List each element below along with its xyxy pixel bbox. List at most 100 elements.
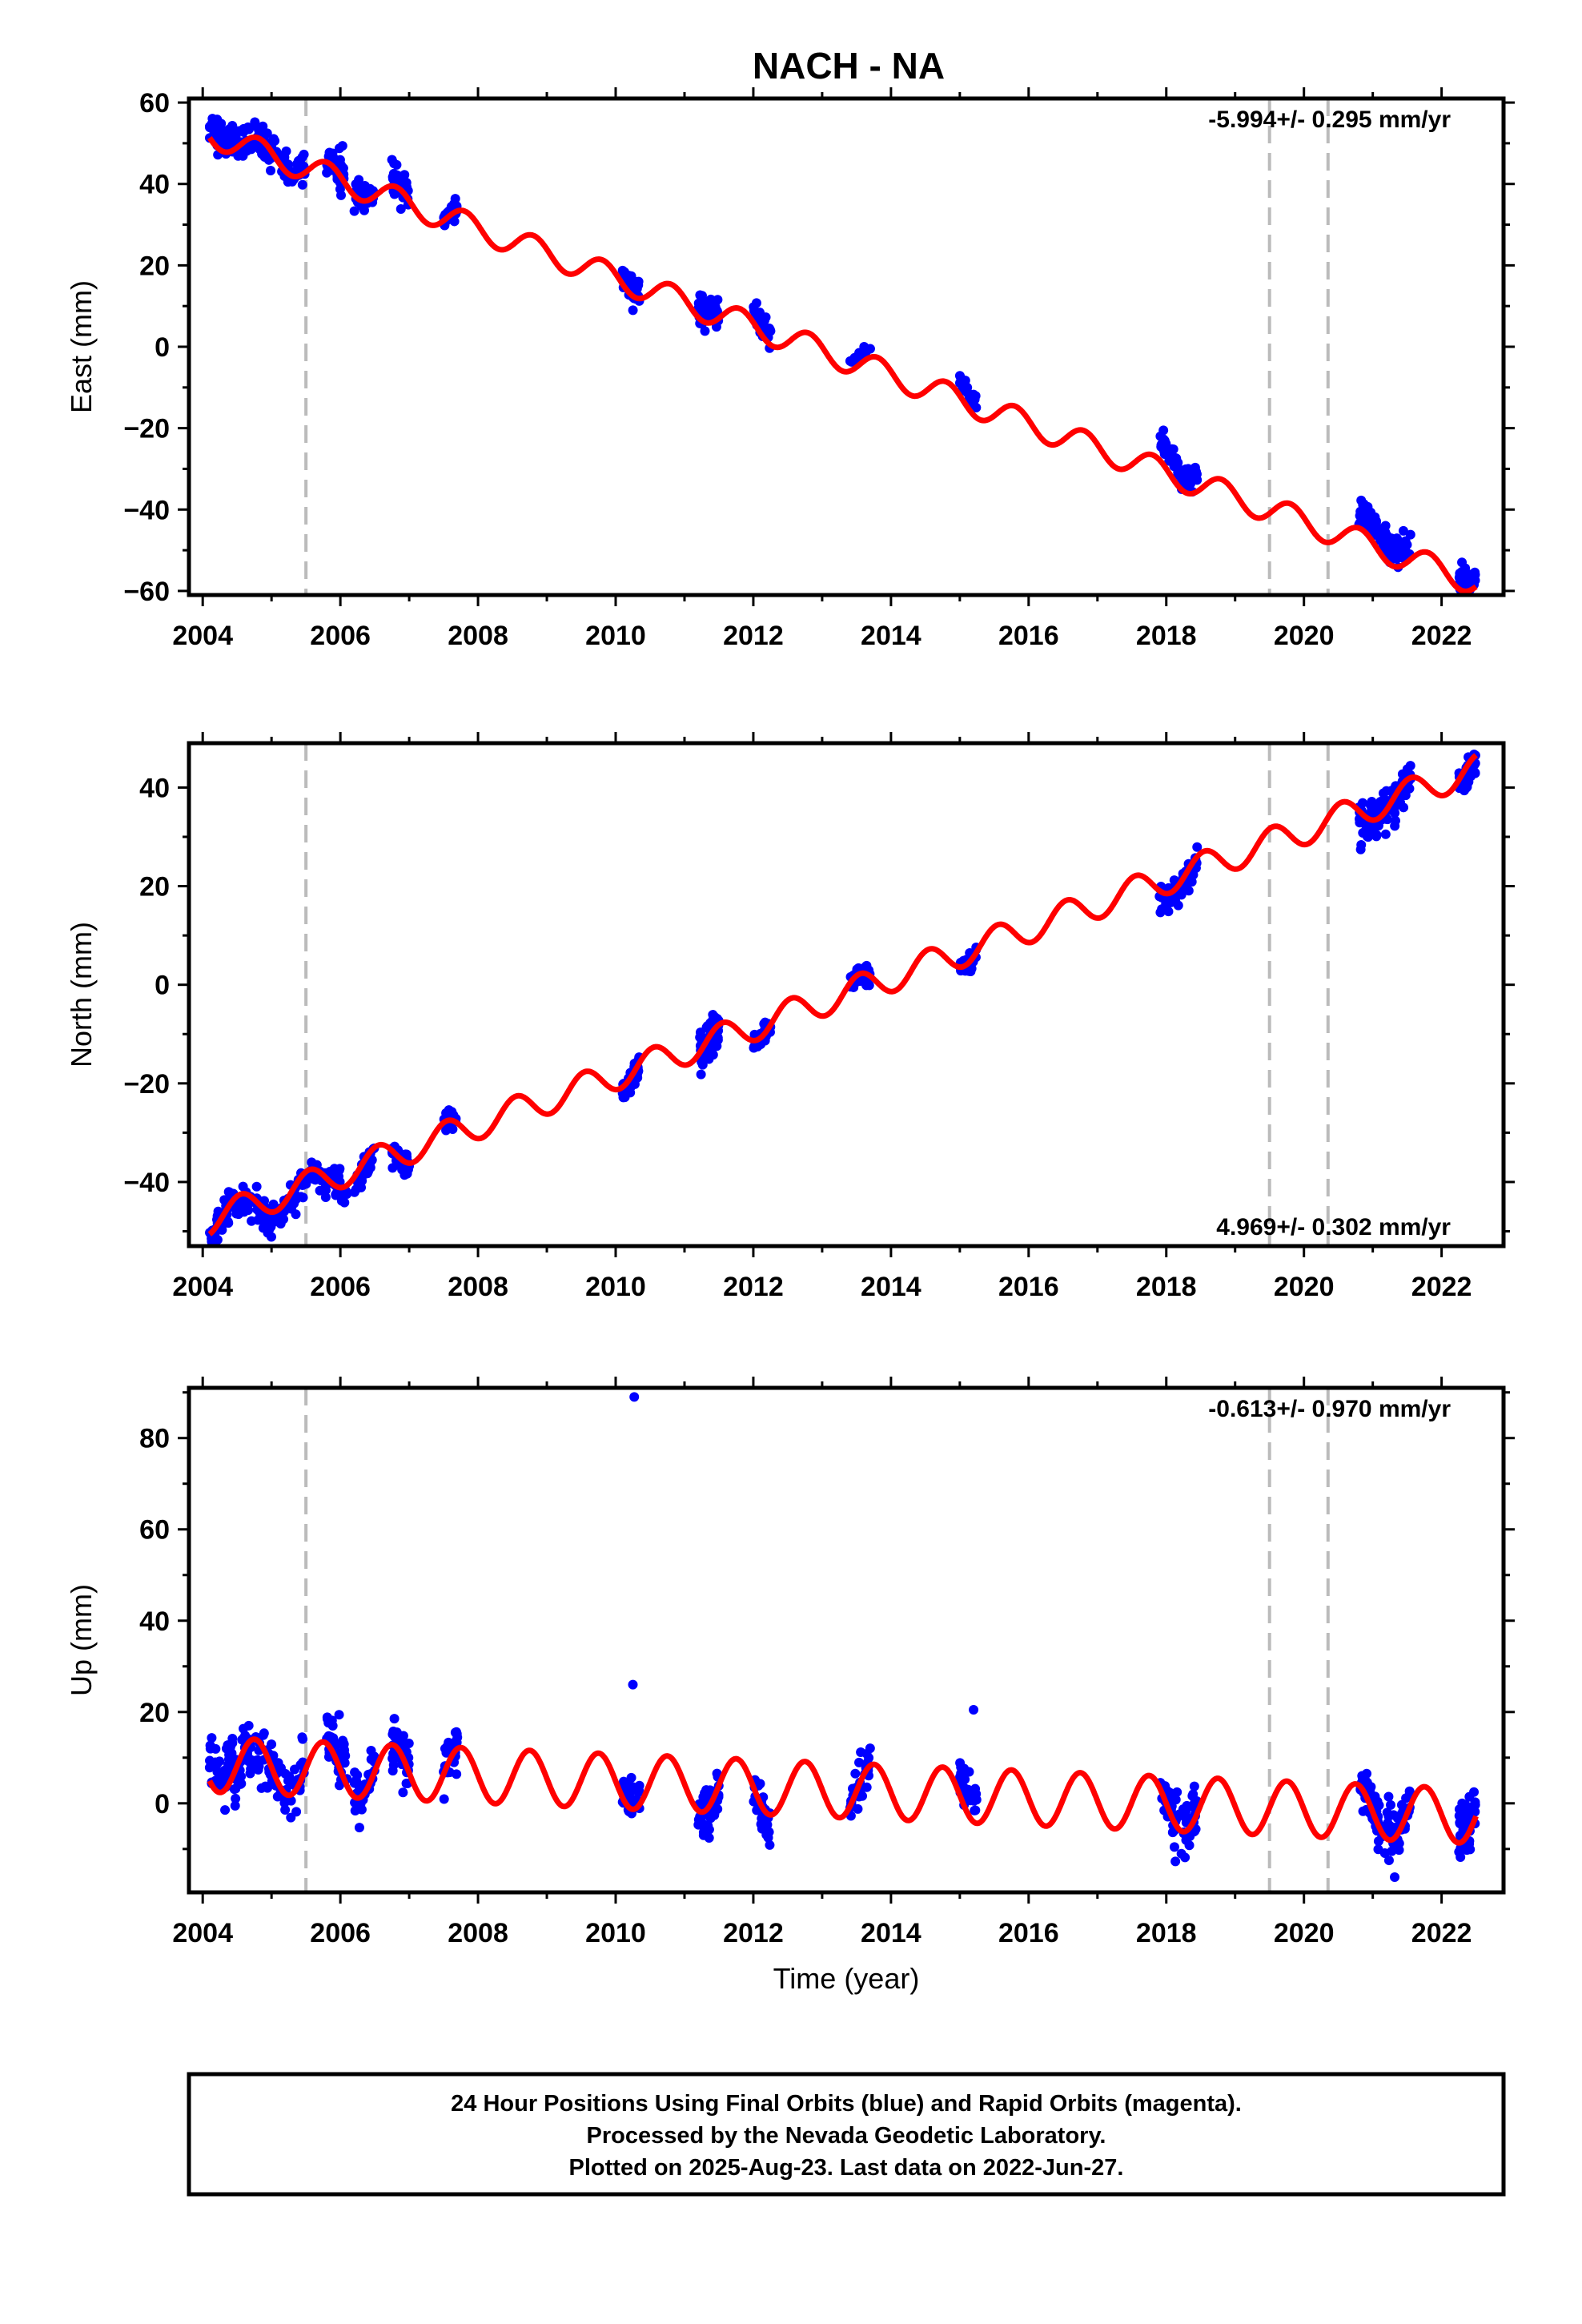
- data-point: [297, 179, 307, 190]
- data-point: [628, 305, 638, 316]
- data-point: [1155, 907, 1166, 918]
- data-point: [279, 152, 290, 163]
- data-point: [710, 1041, 721, 1051]
- data-point: [320, 1185, 331, 1196]
- plot-frame: [187, 741, 1506, 1248]
- y-tick-label: −60: [123, 577, 170, 607]
- x-tick-label: 2014: [861, 1918, 921, 1948]
- data-point: [238, 1734, 248, 1744]
- data-point: [221, 128, 231, 139]
- data-point: [292, 159, 303, 169]
- data-point: [1405, 761, 1415, 771]
- plot-area: [204, 114, 1480, 595]
- data-point: [1174, 889, 1185, 899]
- data-point: [328, 1733, 339, 1743]
- y-axis-label: North (mm): [65, 922, 98, 1068]
- y-tick-label: 20: [139, 251, 170, 281]
- data-point: [1381, 786, 1391, 796]
- x-tick-label: 2020: [1274, 1272, 1335, 1302]
- x-tick-label: 2022: [1411, 1918, 1472, 1948]
- y-tick-label: 40: [139, 170, 170, 200]
- x-tick-label: 2018: [1136, 1918, 1197, 1948]
- data-point: [1355, 844, 1366, 854]
- x-tick-label: 2010: [585, 1918, 646, 1948]
- data-point: [351, 1184, 361, 1195]
- data-point: [279, 1798, 290, 1808]
- up-panel: 2004 2006 2008 2010 2012 2014 2016 2018 2020 2022…: [65, 1377, 1515, 1995]
- rate-label: 4.969+/- 0.302 mm/yr: [1216, 1214, 1451, 1240]
- data-point: [404, 1739, 414, 1749]
- north-panel: 2004 2006 2008 2010 2012 2014 2016 2018 2020 2022…: [65, 732, 1515, 1302]
- data-point: [220, 1805, 231, 1815]
- data-point: [1163, 907, 1174, 917]
- data-point: [861, 1748, 872, 1759]
- data-point: [439, 1794, 449, 1804]
- data-point: [211, 118, 221, 128]
- data-point: [268, 1751, 279, 1761]
- model-curve: [207, 134, 1479, 594]
- data-point: [704, 1054, 714, 1064]
- data-point: [765, 1839, 775, 1850]
- data-point: [389, 1714, 400, 1724]
- data-point: [356, 1804, 367, 1815]
- data-point: [1398, 525, 1408, 536]
- data-point: [231, 1793, 241, 1803]
- data-point: [956, 372, 966, 383]
- data-point: [359, 205, 370, 215]
- y-axis-label: East (mm): [65, 280, 98, 413]
- data-point: [250, 117, 260, 127]
- data-point: [1180, 1852, 1191, 1863]
- y-tick-label: 20: [139, 872, 170, 903]
- x-tick-label: 2004: [172, 1918, 233, 1948]
- data-point: [1457, 783, 1468, 794]
- data-point: [310, 1175, 320, 1185]
- data-point: [1391, 533, 1402, 544]
- data-point: [710, 305, 721, 316]
- data-point: [705, 296, 715, 307]
- data-point: [204, 1763, 215, 1773]
- data-point: [299, 149, 309, 159]
- data-point: [205, 1755, 215, 1766]
- data-point: [391, 159, 402, 170]
- data-point: [1356, 515, 1367, 525]
- data-point: [765, 326, 776, 336]
- data-point: [254, 126, 264, 136]
- x-tick-label: 2006: [310, 1272, 371, 1302]
- data-point: [250, 1755, 260, 1766]
- data-point: [1375, 797, 1386, 807]
- data-point: [225, 1744, 235, 1755]
- x-tick-label: 2012: [723, 621, 784, 651]
- data-point: [1355, 506, 1366, 517]
- data-point: [327, 1720, 338, 1731]
- data-point: [320, 1192, 331, 1203]
- x-tick-label: 2018: [1136, 1272, 1197, 1302]
- x-tick-label: 2022: [1411, 1272, 1472, 1302]
- data-point: [286, 1812, 296, 1823]
- data-point: [230, 1800, 240, 1811]
- data-point: [354, 1823, 364, 1833]
- data-point: [396, 204, 406, 215]
- data-point: [212, 1767, 223, 1777]
- data-point: [335, 184, 345, 195]
- x-tick-label: 2004: [172, 621, 233, 651]
- data-point: [1192, 842, 1203, 852]
- data-point: [751, 298, 761, 308]
- outlier-point: [969, 1704, 979, 1715]
- data-point: [1168, 444, 1178, 455]
- data-point: [850, 1768, 861, 1779]
- data-point: [366, 1745, 376, 1755]
- data-point: [861, 346, 872, 356]
- y-tick-label: 20: [139, 1698, 170, 1728]
- data-point: [1391, 553, 1401, 564]
- x-tick-label: 2016: [998, 1918, 1059, 1948]
- data-point: [1170, 1795, 1181, 1805]
- x-tick-label: 2014: [861, 621, 921, 651]
- data-point: [327, 148, 338, 159]
- data-point: [1371, 830, 1382, 840]
- data-point: [392, 171, 403, 181]
- data-point: [1181, 1835, 1191, 1845]
- data-point: [339, 1197, 350, 1208]
- data-point: [1383, 1856, 1394, 1866]
- y-tick-label: −20: [123, 414, 170, 444]
- data-point: [696, 1069, 706, 1080]
